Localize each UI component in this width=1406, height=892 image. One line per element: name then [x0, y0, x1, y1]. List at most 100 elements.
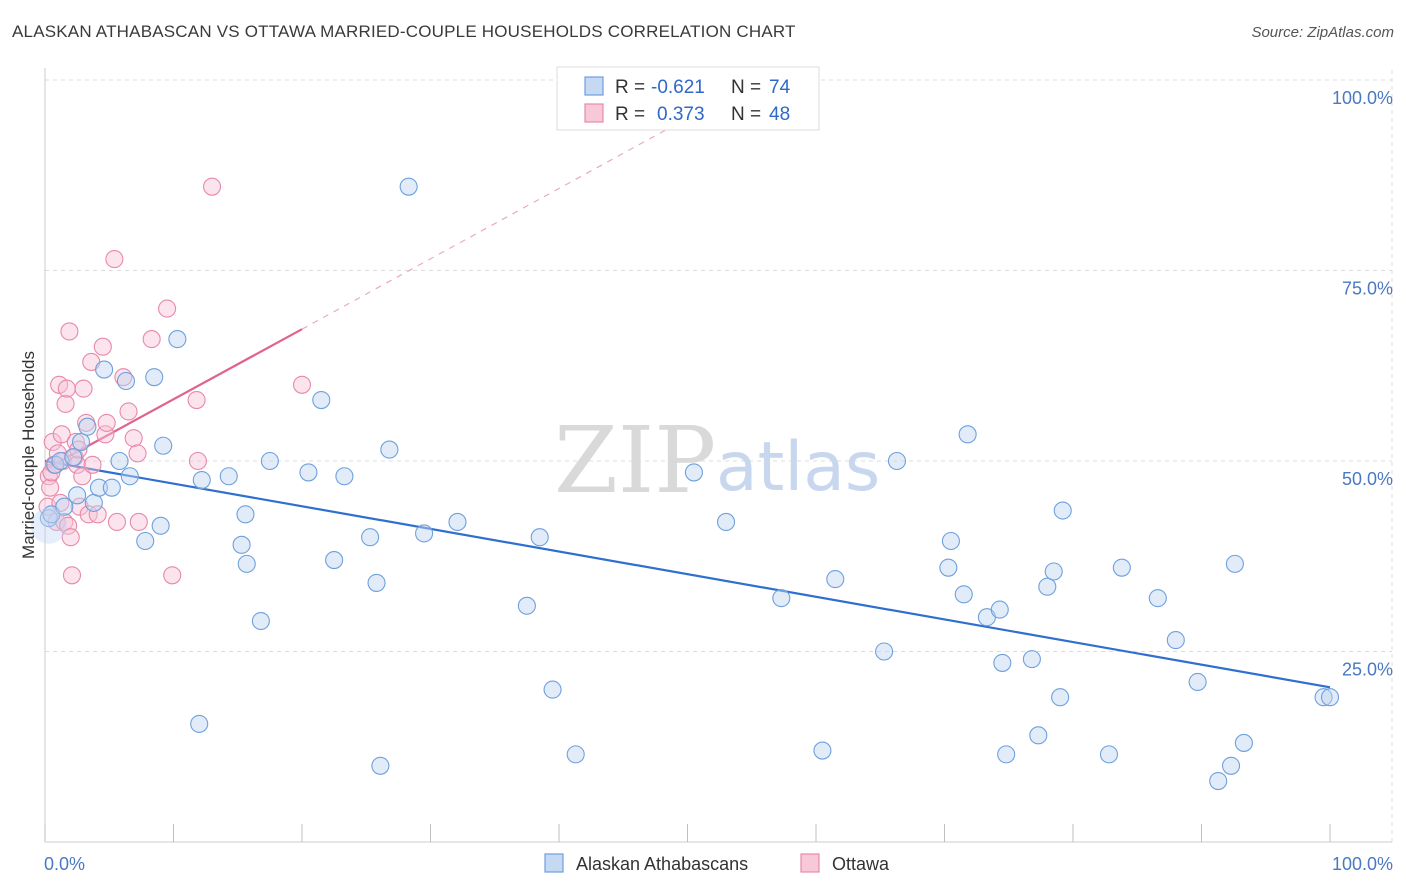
- ottawa-point-39: [129, 512, 148, 532]
- ottawa-point-33: [105, 250, 124, 269]
- athabascan-point-32: [335, 467, 354, 486]
- ottawa-trend-line: [44, 328, 303, 471]
- athabascan-point-62: [1044, 562, 1063, 581]
- watermark-atlas: atlas: [716, 428, 880, 507]
- ottawa-point-31: [96, 425, 115, 444]
- y-tick-label-1: 50.0%: [1342, 469, 1393, 489]
- ottawa-point-14: [59, 516, 78, 535]
- y-axis-title: Married-couple Households: [19, 351, 38, 559]
- athabascan-point-14: [116, 371, 136, 391]
- athabascan-point-67: [1148, 589, 1167, 608]
- athabascan-point-42: [543, 680, 562, 699]
- athabascan-point-30: [312, 390, 331, 410]
- athabascan-point-61: [1038, 577, 1057, 596]
- ottawa-point-36: [119, 402, 138, 421]
- legend-n-value-2: 48: [769, 104, 790, 125]
- y-tick-label-0: 25.0%: [1342, 660, 1393, 680]
- chart-title: ALASKAN ATHABASCAN VS OTTAWA MARRIED-COU…: [12, 22, 796, 41]
- athabascan-point-56: [990, 600, 1009, 619]
- legend-bottom: Alaskan Athabascans Ottawa: [544, 853, 890, 874]
- legend-r-value-1: -0.621: [651, 77, 705, 98]
- athabascan-point-74: [1314, 688, 1333, 707]
- athabascan-point-18: [151, 516, 170, 535]
- legend-bottom-label-blue: Alaskan Athabascans: [576, 854, 748, 874]
- athabascan-point-13: [110, 451, 129, 471]
- x-tick-label-1: 100.0%: [1332, 854, 1393, 874]
- athabascan-point-25: [236, 505, 255, 524]
- ottawa-point-28: [83, 455, 102, 474]
- legend-bottom-swatch-pink: [800, 853, 820, 873]
- athabascan-point-19: [154, 436, 173, 455]
- athabascan-point-29: [299, 463, 318, 482]
- athabascan-point-5: [64, 448, 83, 467]
- y-tick-label-3: 100.0%: [1332, 88, 1393, 108]
- athabascan-point-34: [367, 573, 386, 592]
- grid: [45, 70, 1393, 842]
- athabascan-point-38: [415, 524, 434, 543]
- athabascan-point-17: [145, 368, 164, 387]
- athabascan-point-24: [232, 535, 251, 554]
- ottawa-point-45: [203, 177, 222, 196]
- athabascan-point-47: [813, 741, 832, 760]
- athabascan-point-70: [1209, 771, 1228, 791]
- athabascan-point-35: [371, 756, 390, 775]
- athabascan-point-57: [993, 653, 1012, 672]
- athabascan-point-26: [237, 554, 256, 573]
- athabascan-point-71: [1222, 756, 1241, 775]
- ottawa-point-13: [57, 379, 76, 398]
- athabascan-point-60: [1029, 726, 1048, 745]
- ottawa-point-29: [88, 505, 107, 524]
- y-tick-labels: 25.0% 50.0% 75.0% 100.0%: [1332, 88, 1393, 680]
- legend-bottom-swatch-blue: [544, 853, 564, 873]
- athabascan-point-69: [1188, 672, 1207, 692]
- athabascan-point-7: [71, 432, 91, 452]
- athabascan-point-4: [55, 497, 74, 516]
- athabascan-point-21: [190, 714, 209, 733]
- athabascan-point-33: [361, 528, 380, 547]
- athabascan-point-16: [136, 531, 155, 551]
- athabascan-point-72: [1225, 554, 1244, 573]
- axes: [44, 68, 1392, 843]
- athabascan-point-37: [399, 177, 418, 196]
- athabascan-point-41: [530, 528, 549, 547]
- athabascan-point-15: [120, 467, 139, 486]
- athabascan-point-39: [448, 512, 467, 532]
- athabascan-point-10: [89, 478, 109, 497]
- ottawa-trend-extension: [301, 117, 688, 330]
- athabascan-point-11: [95, 360, 114, 379]
- ottawa-point-41: [158, 299, 177, 318]
- ottawa-point-38: [128, 444, 147, 463]
- ottawa-point-23: [73, 467, 92, 486]
- ottawa-point-40: [142, 330, 161, 349]
- athabascan-point-66: [1112, 558, 1131, 577]
- ottawa-point-43: [187, 390, 206, 410]
- athabascan-point-12: [102, 478, 121, 497]
- athabascan-point-43: [566, 745, 585, 764]
- athabascan-point-22: [192, 470, 211, 490]
- ottawa-point-2: [41, 478, 60, 497]
- athabascan-point-27: [251, 611, 270, 631]
- ottawa-point-30: [93, 337, 112, 356]
- ottawa-point-37: [124, 429, 143, 448]
- athabascan-point-23: [219, 467, 238, 486]
- athabascan-point-52: [941, 531, 960, 551]
- watermark-zip: ZIP: [554, 407, 716, 514]
- athabascan-point-58: [997, 745, 1016, 764]
- athabascan-cluster-marker: [30, 507, 67, 544]
- athabascan-point-75: [1320, 688, 1340, 707]
- ottawa-point-44: [188, 451, 207, 471]
- athabascan-point-49: [875, 642, 894, 661]
- athabascan-point-9: [84, 493, 103, 512]
- athabascan-point-53: [954, 585, 973, 604]
- athabascan-point-65: [1099, 745, 1119, 764]
- athabascan-point-68: [1166, 631, 1185, 650]
- trend-lines: [44, 117, 1331, 689]
- x-tick-label-0: 0.0%: [44, 854, 85, 874]
- ottawa-point-15: [60, 322, 79, 341]
- athabascan-point-59: [1022, 650, 1041, 669]
- athabascan-trend-line: [44, 459, 1331, 689]
- ottawa-point-42: [163, 566, 182, 585]
- athabascan-point-48: [826, 570, 845, 589]
- data-points: [30, 177, 1340, 791]
